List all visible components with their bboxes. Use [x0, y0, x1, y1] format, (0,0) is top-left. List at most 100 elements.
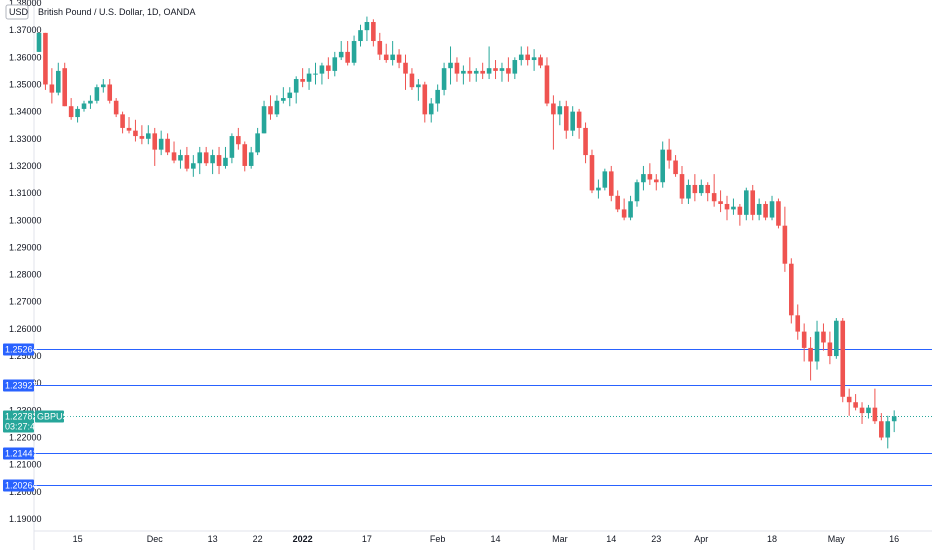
price-tick: 1.38000 [9, 0, 42, 8]
candle-body [133, 130, 138, 137]
time-axis[interactable]: 15 Dec 13 22 2022 17 Feb 14 Mar 14 23 Apr 18 May 16 [73, 534, 900, 544]
candle-body [872, 407, 878, 422]
candle-body [81, 103, 87, 109]
symbol-tag-label: GBPUSD [37, 412, 76, 422]
candle-body [377, 41, 383, 55]
candle-body [744, 190, 749, 215]
candle-body [666, 149, 672, 161]
price-tick: 1.35000 [9, 79, 42, 89]
candle-body [557, 106, 563, 115]
candle-body [551, 103, 556, 115]
chart-title: British Pound / U.S. Dollar, 1D, OANDA [38, 7, 196, 17]
candle-body [191, 163, 196, 169]
candle-body [107, 84, 113, 101]
time-tick: 23 [651, 534, 661, 544]
level-label: 1.20264 [5, 481, 38, 491]
candle-body [319, 65, 325, 74]
price-tick: 1.26000 [9, 324, 42, 334]
candle-body [223, 157, 228, 166]
currency-badge[interactable] [5, 4, 29, 20]
candle-body [441, 68, 447, 90]
candle-body [293, 79, 299, 93]
candle-body [834, 320, 839, 357]
candle-body [827, 342, 833, 357]
candle-body [55, 70, 61, 93]
level-badge [3, 447, 34, 460]
candle-body [782, 225, 788, 264]
candle-body [152, 133, 158, 150]
horizontal-levels[interactable]: 1.25264 1.23927 1.21441 1.20264 [3, 343, 932, 492]
candle-body [364, 22, 370, 31]
candle-body [371, 22, 376, 42]
candles [36, 16, 897, 449]
price-tick: 1.21000 [9, 460, 42, 470]
level-label: 1.23927 [5, 381, 38, 391]
candle-body [88, 100, 93, 104]
candle-body [139, 136, 145, 139]
candle-body [769, 201, 775, 218]
candle-body [879, 421, 884, 438]
candle-body [210, 155, 215, 164]
candle-body [62, 68, 68, 107]
candle-body [486, 68, 492, 74]
candle-body [821, 331, 826, 343]
candle-body [795, 315, 801, 332]
candle-body [512, 60, 518, 74]
level-badge [3, 343, 34, 356]
candle-body [461, 70, 466, 74]
price-tick: 1.29000 [9, 242, 42, 252]
price-tick: 1.37000 [9, 25, 42, 35]
candle-body [544, 65, 550, 104]
candle-body [776, 201, 781, 226]
price-tick: 1.31000 [9, 188, 42, 198]
candle-body [261, 106, 267, 134]
candle-body [724, 203, 730, 210]
candle-body [313, 73, 318, 75]
candle-body [563, 106, 569, 131]
candle-body [615, 195, 620, 210]
candle-body [859, 407, 865, 414]
price-tick: 1.28000 [9, 270, 42, 280]
candle-body [49, 84, 55, 93]
candle-body [531, 57, 537, 61]
price-tick: 1.22000 [9, 433, 42, 443]
candle-body [242, 144, 248, 166]
candle-body [255, 133, 260, 153]
price-axis[interactable]: 1.190001.200001.210001.220001.230001.240… [9, 0, 42, 524]
candle-body [268, 106, 273, 115]
candle-body [120, 114, 125, 128]
candle-body [428, 103, 434, 115]
candle-body [686, 184, 691, 199]
candle-body [602, 171, 608, 188]
time-tick: Feb [430, 534, 446, 544]
price-tag-countdown: 03:27:46 [5, 422, 40, 432]
symbol-tag-box [35, 410, 64, 423]
candle-body [763, 203, 768, 218]
candle-body [705, 184, 711, 194]
candle-body [628, 201, 633, 218]
candle-body [126, 127, 132, 131]
candle-body [409, 73, 415, 88]
candle-body [756, 203, 762, 215]
currency-label: USD [9, 7, 29, 17]
candle-body [589, 155, 595, 191]
candle-body [448, 62, 453, 69]
candle-body [287, 92, 293, 99]
candle-body [789, 263, 794, 316]
candle-body [216, 155, 222, 166]
candle-body [178, 155, 183, 161]
candle-body [647, 174, 653, 180]
candle-body [403, 62, 408, 74]
candle-body [467, 70, 473, 74]
candle-body [641, 174, 646, 183]
candle-body [814, 331, 820, 362]
price-tick: 1.34000 [9, 107, 42, 117]
candle-body [731, 206, 736, 210]
candle-body [480, 70, 485, 74]
candle-body [43, 32, 48, 85]
candle-body [608, 171, 614, 196]
candle-body [248, 152, 254, 166]
candle-body [698, 184, 704, 194]
candle-body [94, 87, 100, 101]
